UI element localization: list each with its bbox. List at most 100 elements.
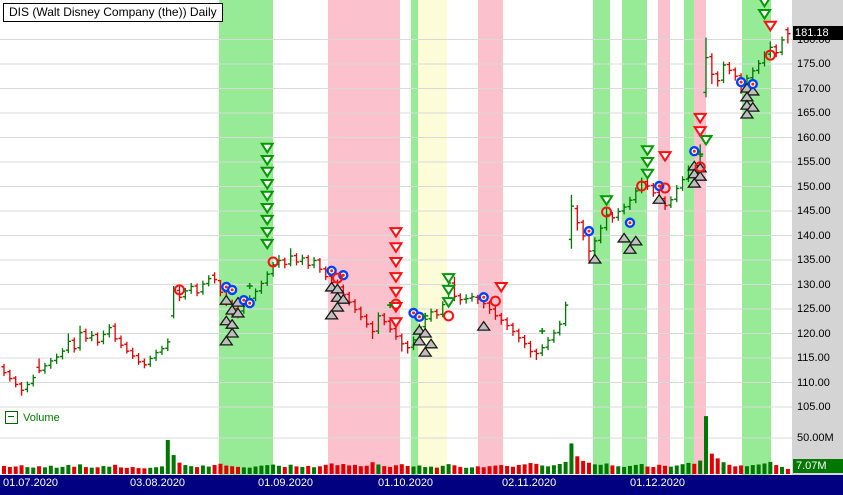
date-axis-label: 01.09.2020	[258, 477, 314, 489]
buy-signal-icon	[616, 232, 632, 243]
volume-bar	[587, 462, 591, 474]
volume-bar	[768, 461, 773, 474]
volume-bar	[288, 464, 293, 474]
volume-bar	[417, 465, 422, 474]
volume-bar	[727, 464, 732, 474]
volume-bar	[218, 463, 223, 474]
volume-bar	[247, 467, 252, 474]
volume-bar	[458, 466, 463, 474]
volume-bar	[165, 440, 170, 474]
volume-bar	[364, 465, 369, 474]
volume-bar	[107, 466, 112, 474]
volume-bar	[335, 465, 340, 474]
sell-signal-icon	[599, 195, 614, 207]
volume-bar	[546, 466, 551, 474]
exit-marker-icon	[489, 295, 501, 307]
volume-bar	[347, 465, 352, 474]
buy-signal-icon	[230, 307, 246, 318]
sell-signal-icon	[698, 134, 714, 147]
volume-bar	[25, 467, 30, 474]
volume-pane-header: Volume	[5, 411, 60, 424]
volume-bar	[563, 461, 568, 474]
volume-bar	[481, 467, 486, 474]
volume-bar	[294, 466, 299, 474]
volume-bar	[405, 465, 410, 474]
volume-bar	[60, 466, 65, 474]
buy-signal-icon	[336, 293, 351, 304]
warning-signal-icon	[657, 151, 673, 163]
buy-signal-icon	[417, 346, 433, 357]
volume-bar	[680, 464, 685, 474]
price-axis-label: 115.00	[797, 352, 830, 364]
date-axis-label: 02.11.2020	[502, 477, 557, 489]
volume-bar	[470, 467, 474, 474]
chart-plot-area[interactable]	[0, 0, 792, 475]
buy-signal-icon	[651, 193, 667, 204]
volume-bar	[610, 465, 615, 474]
volume-bar	[154, 467, 159, 474]
volume-bar	[499, 465, 504, 474]
volume-bar	[200, 465, 205, 474]
regime-band-pink	[478, 0, 503, 475]
volume-bar	[510, 466, 515, 474]
warning-signal-icon	[493, 281, 509, 294]
volume-bar	[668, 466, 673, 474]
warning-signal-icon	[388, 227, 404, 239]
volume-bar	[423, 467, 428, 474]
buy-signal-icon	[628, 235, 644, 246]
volume-bar	[317, 466, 322, 474]
chart-title-box: DIS (Walt Disney Company (the)) Daily	[3, 3, 223, 22]
volume-bar	[72, 466, 77, 474]
volume-bar	[505, 465, 510, 474]
price-axis[interactable]: 181.18 7.07M 180.00175.00170.00165.00160…	[792, 0, 843, 475]
price-axis-label: 165.00	[797, 107, 831, 119]
exit-marker-icon	[694, 161, 706, 173]
volume-bar	[663, 465, 668, 474]
volume-bar	[148, 467, 153, 474]
regime-band-green	[593, 0, 610, 475]
volume-bar	[686, 462, 691, 474]
volume-bar	[393, 465, 398, 474]
volume-bar	[376, 464, 381, 474]
price-axis-label: 160.00	[797, 131, 831, 144]
volume-bar	[534, 463, 539, 474]
volume-bar	[645, 466, 650, 474]
volume-bar	[300, 466, 305, 474]
volume-bar	[31, 467, 36, 474]
volume-bar	[2, 465, 6, 474]
volume-bar	[89, 467, 94, 474]
last-price-badge: 181.18	[793, 25, 843, 40]
volume-bar	[721, 462, 726, 474]
buy-signal-icon	[423, 338, 439, 349]
volume-bar	[370, 462, 375, 474]
volume-bar	[271, 464, 276, 474]
buy-signal-icon	[219, 294, 234, 305]
volume-axis-label: 50.00M	[797, 432, 834, 444]
buy-signal-icon	[224, 327, 240, 338]
chart-canvas[interactable]	[0, 0, 792, 475]
volume-bar	[353, 464, 357, 474]
regime-band-green	[684, 0, 694, 475]
volume-bar	[399, 464, 404, 474]
sell-signal-icon	[441, 284, 456, 297]
sell-signal-icon	[640, 168, 655, 181]
collapse-box-icon[interactable]	[5, 411, 18, 424]
volume-bar	[622, 466, 627, 474]
price-axis-label: 140.00	[797, 229, 831, 242]
regime-band-green	[411, 0, 418, 475]
volume-bar	[674, 465, 679, 474]
volume-bar	[95, 467, 100, 474]
buy-signal-icon	[219, 335, 234, 346]
volume-bar	[429, 466, 434, 474]
sell-signal-icon	[759, 0, 770, 9]
volume-bar	[493, 465, 498, 474]
volume-bar	[598, 464, 603, 474]
price-axis-label: 105.00	[797, 401, 831, 413]
price-axis-label: 170.00	[797, 82, 831, 95]
time-axis[interactable]: 01.07.2020 03.08.2020 01.09.2020 01.10.2020…	[0, 475, 843, 495]
volume-bar	[276, 465, 281, 474]
volume-bar	[475, 466, 480, 474]
volume-bar	[37, 466, 42, 474]
volume-bar	[78, 464, 83, 474]
